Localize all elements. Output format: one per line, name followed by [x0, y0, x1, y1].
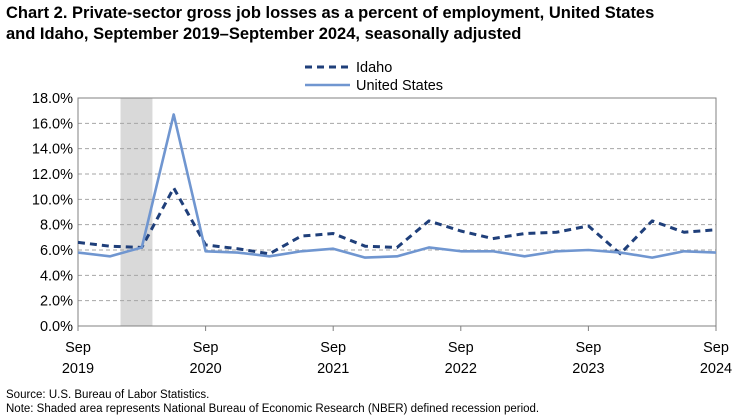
y-tick-label: 18.0% [32, 91, 73, 107]
recession-shading [120, 98, 153, 326]
y-tick-label: 10.0% [32, 192, 73, 208]
chart-title-line-1: Chart 2. Private-sector gross job losses… [6, 4, 655, 22]
chart-title-line-2: and Idaho, September 2019–September 2024… [6, 25, 522, 43]
y-tick-label: 16.0% [32, 116, 73, 132]
x-tick-label-month: Sep [193, 340, 219, 356]
legend-label: United States [356, 78, 443, 94]
x-tick-label-year: 2019 [62, 361, 94, 377]
y-tick-label: 12.0% [32, 167, 73, 183]
y-tick-label: 8.0% [40, 218, 73, 234]
x-tick-label-month: Sep [65, 340, 91, 356]
series-line-united-states [77, 113, 717, 259]
x-tick-label-month: Sep [703, 340, 729, 356]
x-tick-label-month: Sep [575, 340, 601, 356]
y-tick-label: 0.0% [40, 319, 73, 335]
chart-title: Chart 2. Private-sector gross job losses… [6, 3, 746, 45]
plot-area-border [77, 97, 717, 327]
y-tick-label: 6.0% [40, 243, 73, 259]
x-tick-label-year: 2023 [572, 361, 604, 377]
series-line-idaho [77, 186, 717, 256]
source-note: Source: U.S. Bureau of Labor Statistics. [6, 389, 210, 401]
x-tick-label-year: 2020 [189, 361, 221, 377]
y-tick-label: 14.0% [32, 142, 73, 158]
recession-note: Note: Shaded area represents National Bu… [6, 403, 540, 415]
y-tick-label: 4.0% [40, 268, 73, 284]
x-tick-label-month: Sep [320, 340, 346, 356]
y-tick-label: 2.0% [40, 294, 73, 310]
x-tick-label-year: 2022 [445, 361, 477, 377]
legend-label: Idaho [356, 60, 392, 76]
x-tick-label-year: 2024 [700, 361, 732, 377]
x-tick-label-year: 2021 [317, 361, 349, 377]
x-tick-label-month: Sep [448, 340, 474, 356]
